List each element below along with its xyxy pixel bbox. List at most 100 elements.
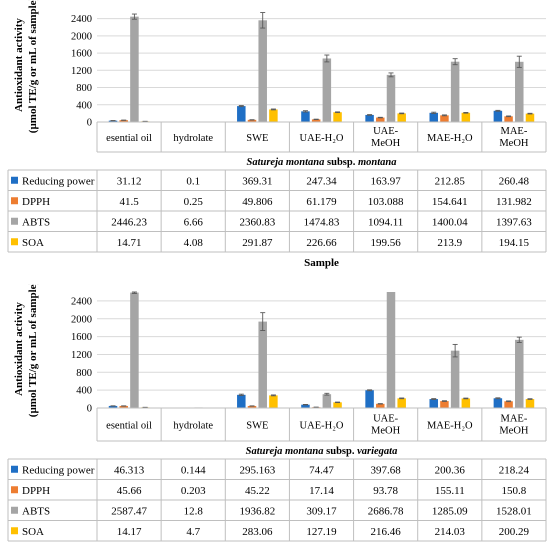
- bar-soa: [397, 113, 406, 122]
- data-value: 127.19: [306, 526, 337, 538]
- data-value: 4.7: [186, 526, 200, 538]
- data-value: 2446.23: [111, 216, 147, 228]
- data-value: 291.87: [242, 237, 273, 249]
- data-value: 213.9: [437, 237, 462, 249]
- data-value: 41.5: [119, 196, 139, 208]
- legend-series-name: DPPH: [22, 485, 50, 497]
- bar-reducing-power: [429, 399, 438, 408]
- legend-series-name: SOA: [22, 526, 44, 538]
- y-axis-title-line2: (µmol TE/g or mL of sample): [27, 284, 39, 417]
- data-value: 1474.83: [304, 216, 340, 228]
- y-tick-label: 800: [76, 83, 92, 94]
- y-tick-label: 2400: [71, 296, 92, 307]
- bar-abts: [450, 350, 460, 408]
- data-value: 61.179: [306, 196, 337, 208]
- category-label: MAE-: [501, 414, 528, 425]
- data-value: 74.47: [309, 464, 334, 476]
- category-label: UAE-H₂O: [300, 133, 344, 144]
- data-value: 154.641: [432, 196, 468, 208]
- chart-variegata: 0 400 800 1200 1600 2000 2400 Antioxidant activ…: [7, 284, 547, 542]
- data-value: 295.163: [239, 464, 275, 476]
- data-value: 0.1: [186, 175, 200, 187]
- data-value: 12.8: [184, 505, 204, 517]
- data-value: 4.08: [184, 237, 204, 249]
- bar-abts: [386, 292, 396, 408]
- category-label: esential oil: [106, 421, 152, 432]
- data-value: 2360.83: [239, 216, 275, 228]
- data-value: 14.71: [117, 237, 142, 249]
- bar-abts: [386, 74, 396, 122]
- legend-series-name: Reducing power: [22, 464, 95, 476]
- bar-reducing-power: [301, 404, 310, 408]
- data-value: 0.25: [184, 196, 204, 208]
- category-label: MAE-H₂O: [427, 133, 473, 144]
- legend-series-name: ABTS: [22, 505, 50, 517]
- data-value: 163.97: [371, 175, 402, 187]
- category-label: SWE: [246, 421, 268, 432]
- data-value: 45.66: [117, 485, 142, 497]
- bar-dpph: [504, 401, 513, 408]
- bar-reducing-power: [108, 405, 118, 408]
- bar-reducing-power: [108, 120, 118, 122]
- bar-soa: [461, 398, 471, 408]
- bar-dpph: [119, 120, 128, 122]
- legend-key: [11, 527, 18, 535]
- data-value: 2686.78: [368, 505, 404, 517]
- category-label: MAE-: [501, 126, 528, 137]
- data-value: 14.17: [117, 526, 142, 538]
- bar-abts: [258, 321, 267, 408]
- y-axis-title: Antioxidant activity (µmol TE/g or mL of …: [13, 284, 39, 417]
- y-tick-label: 400: [76, 100, 92, 111]
- chart-montana: 0 400 800 1200 1600 2000 2400 Antioxidant activ…: [7, 0, 547, 269]
- data-value: 200.36: [435, 464, 466, 476]
- bar-abts: [130, 16, 139, 122]
- legend-key: [11, 486, 18, 494]
- data-value: 1397.63: [496, 216, 532, 228]
- bar-reducing-power: [237, 394, 246, 408]
- bar-soa: [269, 109, 278, 122]
- bar-reducing-power: [429, 112, 438, 122]
- y-tick-label: 2000: [71, 31, 92, 42]
- data-value: 0.144: [181, 464, 206, 476]
- category-label: hydrolate: [173, 421, 213, 432]
- y-tick-label: 1200: [71, 350, 92, 361]
- bar-abts: [322, 394, 332, 408]
- data-value: 247.34: [306, 175, 337, 187]
- bar-dpph: [376, 403, 385, 408]
- data-value: 150.8: [502, 485, 527, 497]
- bar-abts: [515, 61, 524, 122]
- data-value: 93.78: [373, 485, 398, 497]
- legend-key: [11, 217, 18, 225]
- bar-dpph: [440, 401, 449, 408]
- category-label: MeOH: [371, 426, 401, 437]
- legend-key: [11, 506, 18, 514]
- y-tick-label: 1200: [71, 66, 92, 77]
- legend-series-name: SOA: [22, 237, 44, 249]
- bar-soa: [397, 398, 406, 408]
- data-value: 1936.82: [239, 505, 275, 517]
- bar-reducing-power: [493, 398, 503, 408]
- bar-reducing-power: [301, 111, 310, 122]
- data-value: 131.982: [496, 196, 532, 208]
- category-label: SWE: [246, 133, 268, 144]
- y-tick-label: 400: [76, 386, 92, 397]
- data-value: 218.24: [499, 464, 530, 476]
- data-value: 397.68: [371, 464, 402, 476]
- bar-soa: [525, 399, 535, 408]
- category-label: MeOH: [499, 138, 529, 149]
- category-label: UAE-H₂O: [300, 421, 344, 432]
- legend-series-name: ABTS: [22, 216, 50, 228]
- data-value: 194.15: [499, 237, 530, 249]
- bar-soa: [525, 113, 535, 122]
- bar-dpph: [440, 115, 449, 122]
- data-value: 1094.11: [368, 216, 403, 228]
- bar-soa: [333, 402, 342, 408]
- y-tick-label: 0: [87, 118, 92, 129]
- bar-soa: [269, 395, 278, 408]
- group-label: Satureja montana subsp. montana: [247, 157, 397, 168]
- data-value: 1285.09: [432, 505, 468, 517]
- data-value: 46.313: [114, 464, 145, 476]
- y-tick-label: 2000: [71, 314, 92, 325]
- data-value: 17.14: [309, 485, 334, 497]
- category-label: MeOH: [499, 426, 529, 437]
